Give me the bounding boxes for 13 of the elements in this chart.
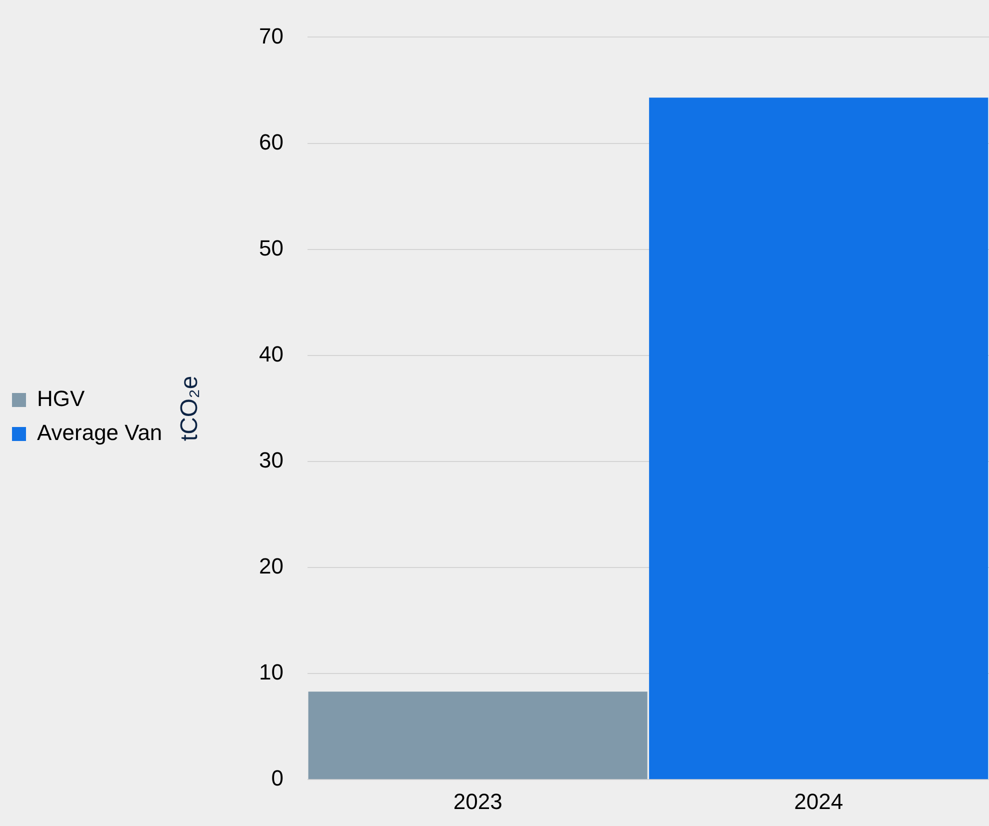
y-tick-label: 10: [258, 660, 284, 685]
x-tick-label: 2023: [453, 788, 502, 814]
y-tick-label: 50: [258, 235, 284, 260]
y-tick-label: 0: [271, 766, 284, 791]
legend-label: Average Van: [37, 420, 162, 446]
y-tick-label: 30: [258, 447, 284, 472]
y-tick-label: 40: [258, 341, 284, 366]
x-tick-label: 2024: [794, 788, 844, 814]
legend-label: HGV: [37, 386, 85, 412]
y-axis-title: tCO₂e: [176, 376, 204, 442]
y-tick-label: 20: [258, 554, 284, 579]
y-tick-label: 60: [258, 129, 284, 154]
y-tick-label: 70: [258, 23, 284, 48]
